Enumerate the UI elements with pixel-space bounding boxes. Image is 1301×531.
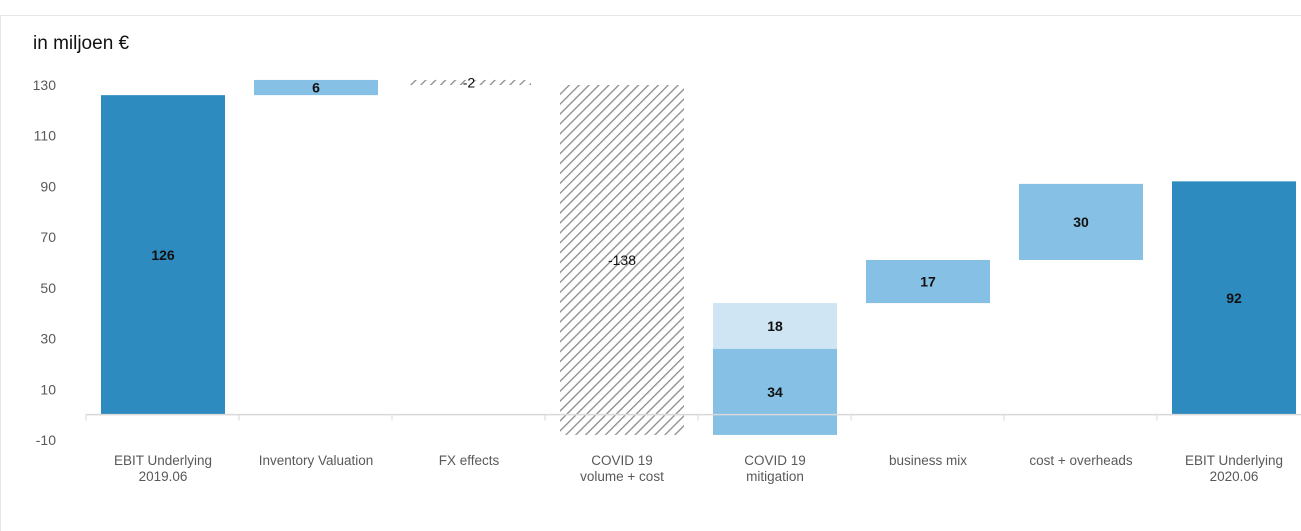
y-tick-label: -10 (36, 432, 56, 448)
data-label: 126 (151, 247, 175, 263)
y-tick-label: 50 (40, 280, 56, 296)
x-category-label: COVID 19 volume + cost (580, 453, 664, 484)
data-label: 6 (312, 80, 320, 96)
chart-frame (0, 15, 1301, 531)
data-label: 17 (920, 274, 936, 290)
x-category-label: FX effects (439, 453, 500, 468)
bar-segment (866, 259, 990, 304)
x-category-label: Inventory Valuation (259, 453, 374, 468)
bar-segment (101, 95, 225, 415)
x-category-label: COVID 19 mitigation (744, 453, 806, 484)
bar-segment (560, 85, 684, 435)
x-category-label: business mix (889, 453, 967, 468)
bar-segment (713, 303, 837, 349)
x-category-label: cost + overheads (1029, 453, 1132, 468)
data-label: -2 (463, 74, 476, 90)
bar-segment (713, 348, 837, 435)
bar-segment (1019, 183, 1143, 260)
bar-segment (254, 79, 378, 96)
unit-label: in miljoen € (33, 33, 130, 54)
y-tick-label: 30 (40, 331, 56, 347)
x-category-label: EBIT Underlying 2020.06 (1185, 453, 1283, 484)
data-label: 30 (1073, 214, 1089, 230)
data-label: -138 (608, 252, 636, 268)
y-tick-label: 90 (40, 178, 56, 194)
x-category-label: EBIT Underlying 2019.06 (114, 453, 212, 484)
bar-segment (1172, 181, 1296, 415)
y-tick-label: 110 (34, 128, 57, 144)
y-tick-label: 10 (40, 381, 56, 397)
data-label: 34 (767, 384, 783, 400)
data-label: 92 (1226, 290, 1242, 306)
y-tick-label: 130 (33, 77, 57, 93)
bar-segment (407, 79, 531, 85)
y-tick-label: 70 (40, 229, 56, 245)
data-label: 18 (767, 318, 783, 334)
